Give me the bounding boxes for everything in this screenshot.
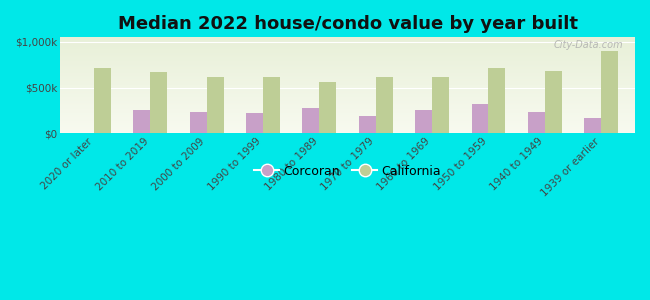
Title: Median 2022 house/condo value by year built: Median 2022 house/condo value by year bu… <box>118 15 577 33</box>
Bar <box>415 110 432 133</box>
Bar <box>584 118 601 133</box>
Bar <box>263 76 280 133</box>
Bar <box>207 76 224 133</box>
Bar <box>545 71 562 133</box>
Bar <box>246 113 263 133</box>
Bar <box>471 104 488 133</box>
Legend: Corcoran, California: Corcoran, California <box>250 160 446 183</box>
Bar <box>432 76 449 133</box>
Bar <box>150 72 167 133</box>
Bar <box>190 112 207 133</box>
Text: City-Data.com: City-Data.com <box>554 40 623 50</box>
Bar <box>94 68 111 133</box>
Bar <box>359 116 376 133</box>
Bar <box>302 108 319 133</box>
Bar <box>528 112 545 133</box>
Bar <box>133 110 150 133</box>
Bar <box>601 51 618 133</box>
Bar <box>376 76 393 133</box>
Bar <box>488 68 505 133</box>
Bar <box>319 82 336 133</box>
